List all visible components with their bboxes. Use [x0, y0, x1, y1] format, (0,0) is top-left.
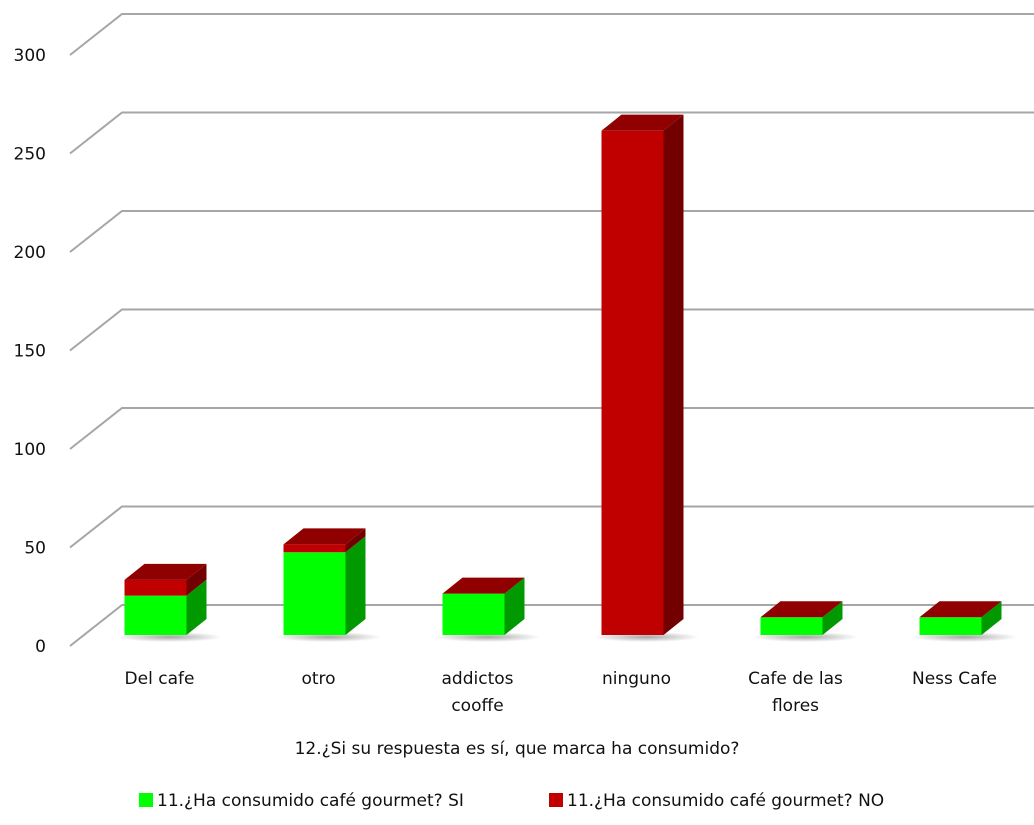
bar-top [283, 528, 366, 545]
bar-side [504, 577, 525, 635]
bar-front [283, 552, 346, 635]
x-tick-label: cooffe [451, 696, 503, 716]
legend-label: 11.¿Ha consumido café gourmet? SI [157, 791, 464, 811]
gridlines [69, 13, 1034, 647]
bar-front [442, 593, 505, 635]
bar-segment [760, 601, 843, 635]
bar-segment [283, 528, 366, 553]
bar-front [919, 617, 982, 635]
y-tick-label: 100 [14, 440, 46, 460]
bar-side [822, 601, 843, 635]
gridline [69, 111, 1034, 155]
gridline [69, 308, 1034, 352]
x-tick-label: addictos [442, 669, 514, 689]
legend-swatch [139, 793, 153, 807]
gridline [69, 505, 1034, 549]
bar-side [663, 114, 684, 636]
x-tick-label: Del cafe [125, 669, 195, 689]
x-axis-title: 12.¿Si su respuesta es sí, que marca ha … [295, 739, 740, 759]
x-axis-ticks: Del cafe otro addictos cooffe ninguno Cafe de… [125, 669, 997, 716]
y-tick-label: 250 [14, 145, 46, 165]
y-axis-ticks: 0 50 100 150 200 250 300 [14, 46, 46, 657]
bar-top [919, 601, 1002, 618]
bar-top [124, 563, 207, 580]
x-tick-label: flores [772, 696, 819, 716]
gridline [69, 210, 1034, 253]
legend-label: 11.¿Ha consumido café gourmet? NO [567, 791, 884, 811]
legend-swatch [549, 793, 563, 807]
y-tick-label: 200 [14, 243, 46, 263]
x-tick-label: Cafe de las [748, 669, 843, 689]
bar-top [442, 577, 525, 594]
bar-top [601, 114, 684, 131]
bar-side [186, 563, 207, 596]
bar-segment [919, 601, 1002, 635]
y-tick-label: 0 [35, 637, 46, 657]
bar-side [981, 601, 1002, 635]
legend: 11.¿Ha consumido café gourmet? SI 11.¿Ha … [139, 791, 884, 811]
y-tick-label: 300 [14, 46, 46, 66]
bar-segment [442, 577, 525, 635]
x-tick-label: Ness Cafe [912, 669, 997, 689]
bar-segment [283, 536, 366, 635]
bar-segment [124, 579, 207, 635]
y-tick-label: 50 [24, 539, 46, 559]
y-tick-label: 150 [14, 342, 46, 362]
gridline [69, 604, 1034, 647]
bar-front [124, 595, 187, 635]
bar-side [345, 536, 366, 635]
bar-side [345, 528, 366, 553]
bar-front [124, 579, 187, 596]
bar-front [601, 130, 664, 635]
bars [116, 114, 1018, 642]
x-tick-label: ninguno [602, 669, 671, 689]
bar-top [760, 601, 843, 618]
bar-front [760, 617, 823, 635]
x-tick-label: otro [301, 669, 335, 689]
gridline [69, 13, 1034, 56]
gridline [69, 407, 1034, 450]
bar-front [283, 544, 346, 553]
bar-segment [124, 563, 207, 596]
bar-segment [601, 114, 684, 636]
bar-side [186, 579, 207, 635]
